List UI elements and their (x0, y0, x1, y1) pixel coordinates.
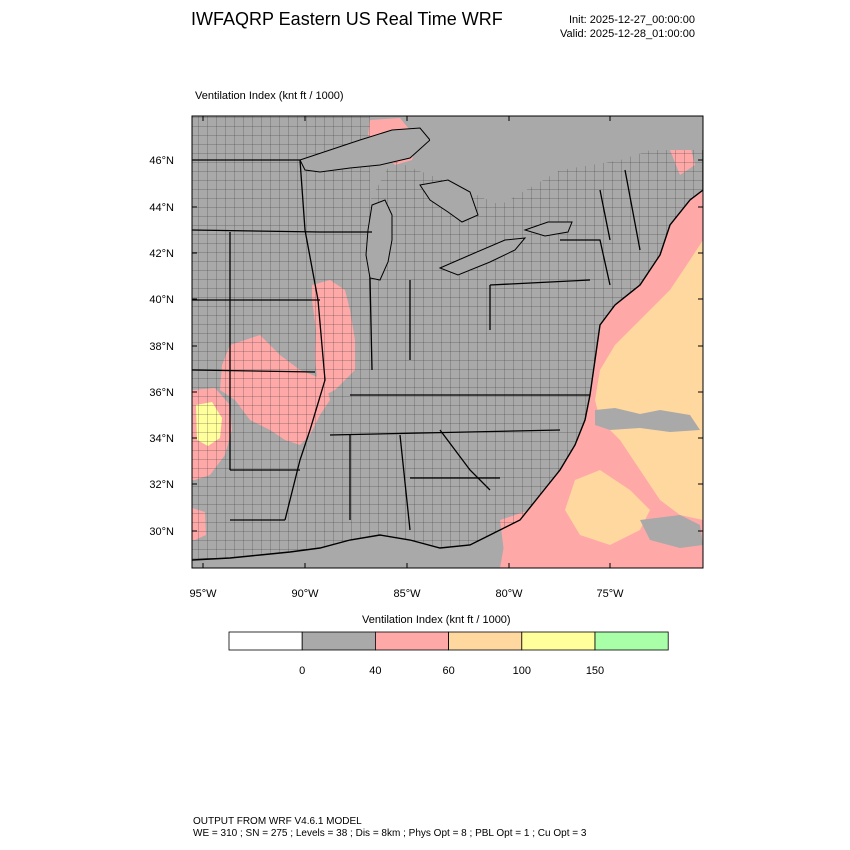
county-lines (192, 116, 703, 560)
page-title: IWFAQRP Eastern US Real Time WRF (191, 9, 503, 29)
lake-huron (419, 179, 479, 223)
map-frame (191, 115, 704, 569)
color-legend: 0 40 60 100 150 (228, 631, 669, 677)
lon-label: 95°W (189, 588, 217, 600)
lon-label: 85°W (393, 588, 421, 600)
model-config: WE = 310 ; SN = 275 ; Levels = 38 ; Dis … (193, 828, 587, 839)
lat-label: 30°N (149, 526, 174, 538)
valid-time: Valid: 2025-12-28_01:00:00 (560, 28, 695, 40)
legend-label: 0 (299, 665, 305, 677)
model-version: OUTPUT FROM WRF V4.6.1 MODEL (193, 816, 362, 827)
legend-swatch (228, 631, 303, 651)
map-panel (192, 116, 703, 568)
legend-swatch (448, 631, 523, 651)
legend-swatch (594, 631, 669, 651)
lake-michigan (365, 199, 393, 281)
field-label: Ventilation Index (knt ft / 1000) (195, 90, 344, 102)
lat-label: 32°N (149, 479, 174, 491)
run-times: Init: 2025-12-27_00:00:00 Valid: 2025-12… (560, 13, 695, 41)
canada-region (430, 116, 703, 200)
lon-label: 90°W (291, 588, 319, 600)
atlantic-orange-region (595, 240, 703, 520)
legend-label: 60 (442, 665, 454, 677)
model-info: OUTPUT FROM WRF V4.6.1 MODEL WE = 310 ; … (193, 816, 586, 840)
legend-label: 40 (369, 665, 381, 677)
legend-swatch (521, 631, 596, 651)
legend-swatch (374, 631, 449, 651)
legend-swatch (301, 631, 376, 651)
lake-superior (299, 127, 431, 173)
lat-label: 44°N (149, 202, 174, 214)
lat-label: 42°N (149, 248, 174, 260)
lat-label: 36°N (149, 387, 174, 399)
atlantic-orange-region-south (565, 470, 650, 545)
latitude-axis: 46°N 44°N 42°N 40°N 38°N 36°N 34°N 32°N 30°N (149, 155, 703, 538)
atlantic-gray-patch-2 (640, 515, 703, 548)
lon-label: 80°W (495, 588, 523, 600)
lon-label: 75°W (596, 588, 624, 600)
lat-label: 40°N (149, 294, 174, 306)
lat-label: 46°N (149, 155, 174, 167)
init-time: Init: 2025-12-27_00:00:00 (568, 14, 695, 26)
atlantic-gray-patch (595, 408, 700, 432)
longitude-axis: 95°W 90°W 85°W 80°W 75°W (189, 116, 624, 600)
state-borders (192, 159, 641, 531)
lake-ontario (523, 221, 573, 237)
lake-erie (438, 237, 527, 276)
legend-label: 150 (586, 665, 604, 677)
lat-label: 38°N (149, 341, 174, 353)
legend-title: Ventilation Index (knt ft / 1000) (362, 614, 511, 626)
coastline (192, 189, 703, 561)
legend-label: 100 (513, 665, 531, 677)
lat-label: 34°N (149, 433, 174, 445)
